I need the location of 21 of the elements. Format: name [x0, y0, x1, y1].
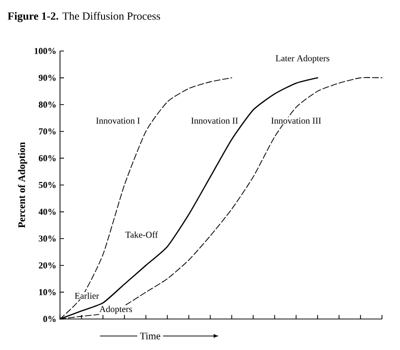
y-tick-label: 70%: [38, 128, 56, 134]
annotation: Take-Off: [125, 231, 158, 238]
y-tick-label: 60%: [38, 155, 56, 162]
y-axis-title: Percent of Adoption: [18, 142, 28, 228]
y-tick-label: 90%: [38, 74, 56, 81]
y-tick-label: 50%: [38, 182, 56, 188]
annotation: Adopters: [99, 306, 132, 314]
chart-title: Figure 1-2. The Diffusion Process: [8, 12, 160, 22]
series-label: Innovation I: [96, 118, 140, 124]
y-tick-label: 0%: [43, 316, 56, 322]
annotation: Earlier: [74, 292, 100, 299]
y-tick-label: 40%: [38, 208, 56, 215]
y-tick-label: 20%: [38, 262, 56, 268]
series-label: Innovation II: [191, 118, 238, 124]
y-tick-label: 80%: [38, 102, 56, 108]
series-label: Innovation III: [271, 118, 321, 124]
y-tick-label: 30%: [38, 236, 56, 242]
y-tick-label: 100%: [34, 48, 56, 54]
x-axis-title: Time: [140, 332, 160, 340]
annotation: Later Adopters: [276, 54, 330, 64]
y-tick-label: 10%: [39, 289, 56, 296]
